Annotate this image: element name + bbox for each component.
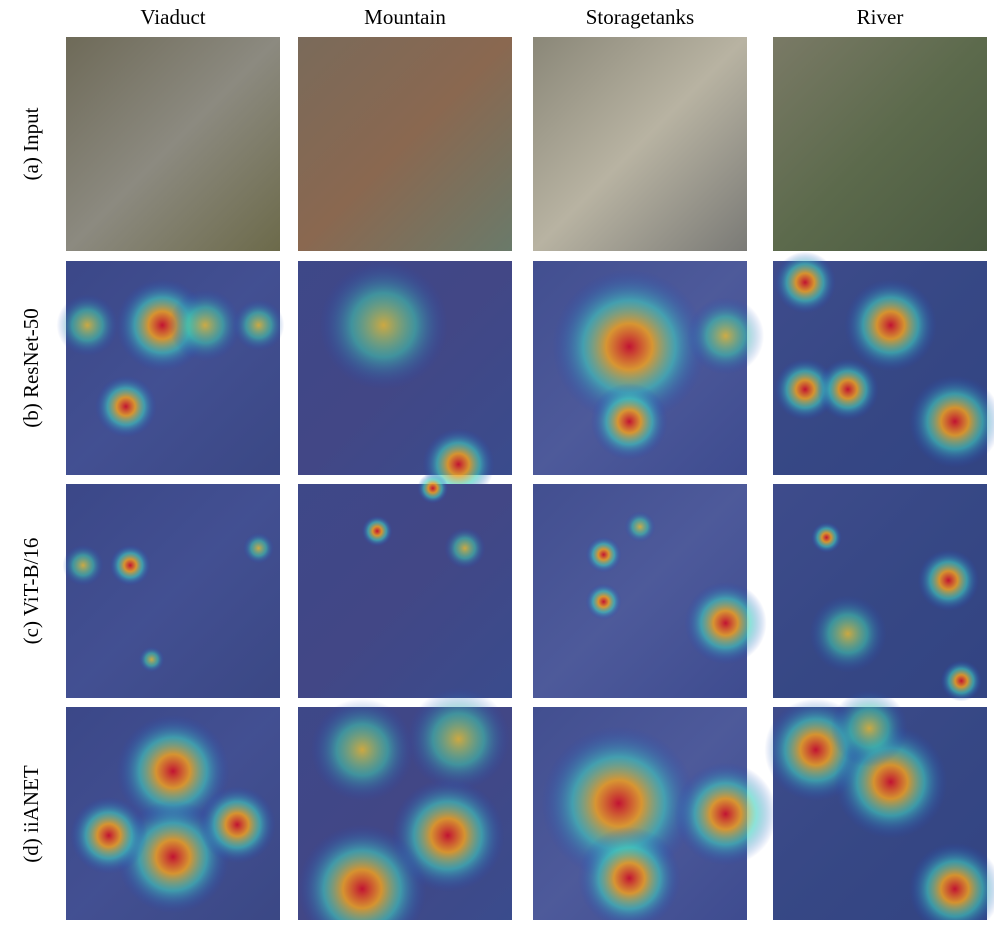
column-header: Viaduct [140, 5, 205, 29]
heat-spot [417, 472, 449, 504]
input-image [773, 37, 987, 251]
heat-spot [585, 536, 622, 573]
figure-panel [773, 484, 987, 702]
row-label: (d) iiANET [19, 765, 43, 863]
figure-panel [533, 37, 747, 251]
row-label: (b) ResNet-50 [19, 308, 43, 428]
input-image [66, 37, 280, 251]
figure-panel [66, 37, 280, 251]
figure-panel [66, 707, 280, 921]
heat-spot [577, 826, 681, 925]
heat-spot [243, 532, 275, 564]
heat-spot [109, 544, 151, 586]
heat-spot [361, 515, 393, 547]
figure-panel [764, 689, 994, 925]
heat-spot [908, 842, 994, 925]
heat-spot [552, 269, 707, 424]
heat-spot [62, 544, 104, 586]
figure-panel [533, 484, 767, 698]
heat-spot [590, 382, 668, 461]
heat-spot [444, 527, 486, 569]
heat-spot [310, 698, 414, 802]
input-image [298, 37, 512, 251]
heat-spot [95, 375, 157, 438]
heat-spot [407, 687, 510, 791]
heat-spot [811, 522, 842, 553]
column-header: Storagetanks [586, 5, 694, 29]
heat-spot [809, 595, 887, 673]
heat-spot [817, 358, 879, 421]
heat-spot [830, 689, 908, 767]
input-image [533, 37, 747, 251]
heatmap-texture [298, 484, 512, 698]
heat-spot [624, 511, 656, 543]
figure-panel [298, 261, 512, 501]
figure-panel [533, 261, 765, 475]
heat-spot [585, 583, 622, 620]
figure-panel [298, 472, 512, 698]
row-label: (c) ViT-B/16 [19, 538, 43, 645]
heat-spot [56, 294, 119, 357]
figure-panel [56, 261, 285, 475]
heatmap-texture [66, 484, 280, 698]
heat-spot [684, 582, 767, 665]
figure-panel [62, 484, 280, 698]
heat-spot [198, 786, 276, 864]
heat-spot [116, 714, 230, 828]
heat-spot [687, 297, 765, 375]
heat-spot [70, 796, 148, 874]
figure-panel [533, 707, 777, 925]
heat-spot [138, 646, 165, 673]
heat-spot [774, 251, 836, 314]
figure-panel [298, 687, 512, 925]
column-header: Mountain [364, 5, 446, 29]
heat-spot [232, 299, 285, 351]
heat-spot [908, 375, 994, 468]
heat-spot [917, 549, 980, 612]
figure-panel [773, 251, 994, 475]
figure-panel [298, 37, 512, 251]
figure-panel [773, 37, 987, 251]
heat-spot [940, 660, 982, 702]
heat-spot [774, 358, 836, 421]
heat-spot [169, 289, 242, 362]
heat-spot [319, 261, 448, 390]
heat-spot [298, 824, 427, 925]
column-header: River [857, 5, 904, 29]
heat-spot [844, 278, 937, 372]
row-label: (a) Input [19, 107, 43, 180]
heat-spot [674, 762, 777, 866]
